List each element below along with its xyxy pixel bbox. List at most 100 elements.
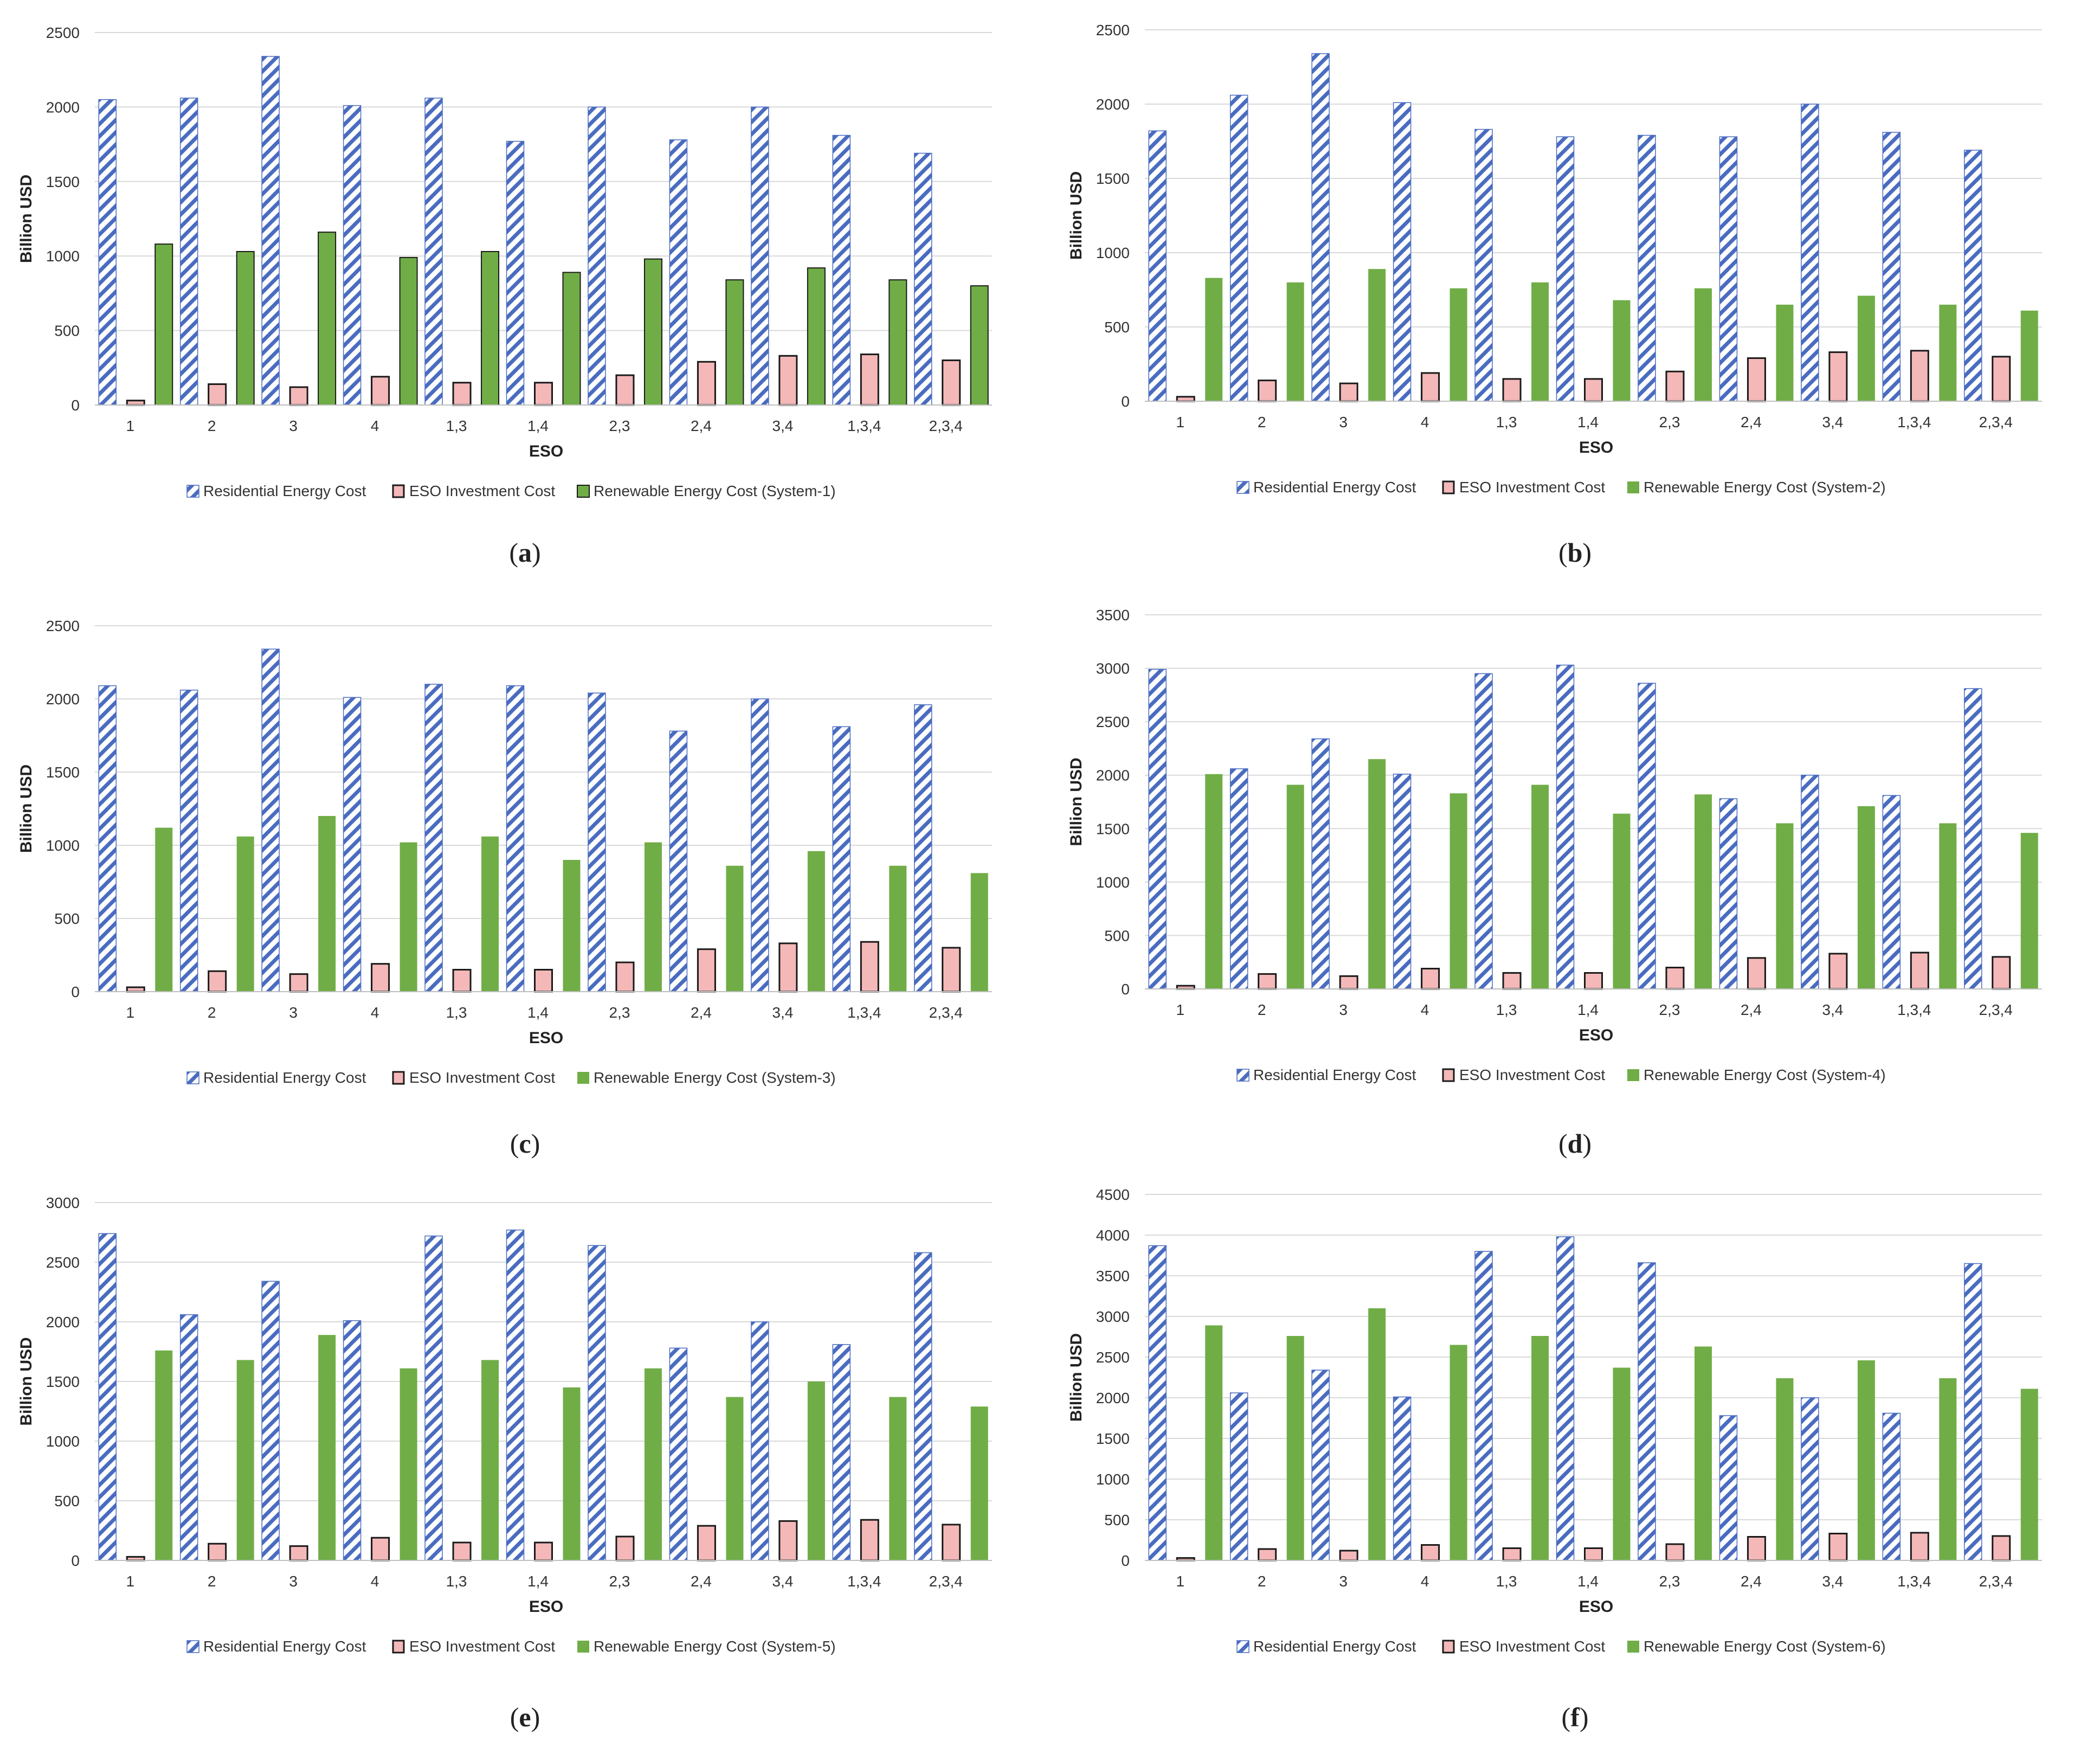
y-tick-label: 1500 <box>1096 820 1130 837</box>
y-tick-label: 2000 <box>46 1314 80 1331</box>
legend-swatch-residential <box>1236 1640 1249 1653</box>
bar-renewable <box>400 842 417 992</box>
bar-residential <box>832 726 851 992</box>
bar-eso <box>126 400 145 406</box>
legend-swatch-residential <box>186 1640 199 1653</box>
chart-panel-b: 0 500 1000 1500 2000 2500 Billion USD 1 2 3 4 1,3 1,… <box>1050 0 2100 582</box>
bar-renewable <box>807 267 826 406</box>
legend: Residential Energy Cost ESO Investment Co… <box>186 483 836 499</box>
y-tick-label: 500 <box>54 1493 80 1509</box>
bar-residential <box>1638 134 1656 402</box>
x-tick-label: 2,4 <box>691 1004 712 1021</box>
bar-renewable <box>318 232 337 406</box>
bar-renewable <box>481 1360 499 1560</box>
x-tick-label: 1,3 <box>1496 414 1517 430</box>
bar-renewable <box>807 851 825 992</box>
bar-residential <box>914 1252 932 1561</box>
bar-residential <box>588 1245 606 1561</box>
legend: Residential Energy Cost ESO Investment Co… <box>1236 1066 1886 1083</box>
chart-d: 0 500 1000 1500 2000 2500 3000 3500 Billion USD 1… <box>1067 607 2042 1083</box>
bar-residential <box>343 697 362 992</box>
bar-eso <box>1339 1550 1358 1561</box>
bar-eso <box>615 1535 635 1561</box>
bar-eso <box>289 973 308 993</box>
x-tick-label: 1 <box>1176 414 1184 430</box>
bar-residential <box>424 98 443 406</box>
bar-eso <box>1421 372 1440 402</box>
bar-residential <box>669 139 688 406</box>
x-tick-label: 1,4 <box>1577 414 1599 430</box>
bar-residential <box>261 56 280 406</box>
bar-renewable <box>399 256 418 406</box>
y-tick-label: 1000 <box>46 1433 80 1450</box>
x-tick-label: 2,4 <box>1741 1001 1762 1018</box>
x-tick-label: 1,3,4 <box>1897 1001 1931 1018</box>
bar-eso <box>208 383 227 406</box>
bar-eso <box>1584 1547 1603 1561</box>
bar-residential <box>1474 1251 1493 1561</box>
bar-renewable <box>726 1397 744 1560</box>
bar-residential <box>1229 1392 1248 1561</box>
bar-renewable <box>1613 1367 1631 1560</box>
legend-label-renewable: Renewable Energy Cost (System-3) <box>594 1069 836 1086</box>
x-tick-label: 3 <box>289 1573 298 1590</box>
legend-label-residential: Residential Energy Cost <box>203 1069 366 1086</box>
bar-eso <box>1747 957 1766 990</box>
bar-eso <box>1665 967 1685 990</box>
x-tick-label: 1,3,4 <box>847 1573 881 1590</box>
bar-renewable <box>1694 288 1712 401</box>
bar-residential <box>1719 136 1738 402</box>
bar-residential <box>1964 150 1982 402</box>
y-tick-label: 500 <box>54 323 80 339</box>
bar-eso <box>1502 972 1522 990</box>
bar-residential <box>1882 795 1901 989</box>
bar-residential <box>1556 664 1575 989</box>
bar-renewable <box>1450 793 1467 989</box>
x-tick-label: 3 <box>1339 1001 1348 1018</box>
y-tick-label: 3000 <box>1096 1308 1130 1325</box>
bar-eso <box>1747 357 1766 402</box>
chart-b: 0 500 1000 1500 2000 2500 Billion USD 1 2 3 4 1,3 1,… <box>1067 22 2042 496</box>
y-tick-label: 2500 <box>46 618 80 634</box>
y-tick-label: 1000 <box>1096 1471 1130 1488</box>
x-tick-label: 4 <box>1421 1573 1429 1590</box>
bar-eso <box>452 382 472 406</box>
bar-residential <box>832 134 851 406</box>
y-tick-label: 3500 <box>1096 1268 1130 1284</box>
bar-renewable <box>400 1368 417 1560</box>
bar-eso <box>1828 351 1848 402</box>
bar-renewable <box>1776 823 1794 989</box>
y-tick-label: 1000 <box>46 837 80 854</box>
bar-residential <box>1311 53 1330 402</box>
x-tick-label: 1,3,4 <box>847 1004 881 1021</box>
x-tick-label: 3,4 <box>1822 1573 1843 1590</box>
y-tick-label: 2500 <box>1096 1349 1130 1366</box>
caption-e: (e) <box>510 1702 540 1732</box>
bar-eso <box>942 359 961 406</box>
bar-renewable <box>1939 823 1957 989</box>
x-tick-label: 2,3 <box>1659 1573 1680 1590</box>
x-tick-label: 3 <box>1339 414 1348 430</box>
chart-panel-c: 0 500 1000 1500 2000 2500 Billion USD 1 2 3 4 1,3 1,… <box>0 582 1050 1165</box>
y-tick-label: 3000 <box>1096 660 1130 677</box>
bar-renewable <box>1939 1378 1957 1560</box>
x-tick-label: 4 <box>1421 1001 1429 1018</box>
bar-residential <box>1638 683 1656 989</box>
chart-c: 0 500 1000 1500 2000 2500 Billion USD 1 2 3 4 1,3 1,… <box>17 618 992 1086</box>
legend-label-renewable: Renewable Energy Cost (System-4) <box>1644 1066 1886 1083</box>
legend-label-eso: ESO Investment Cost <box>1459 1066 1605 1083</box>
bar-residential <box>1311 1370 1330 1561</box>
bar-residential <box>1393 1396 1412 1561</box>
bar-residential <box>1311 738 1330 989</box>
x-tick-label: 1,3 <box>446 417 467 434</box>
bar-renewable <box>236 1360 254 1560</box>
x-tick-label: 2,4 <box>691 417 712 434</box>
bar-renewable <box>889 1397 907 1560</box>
x-tick-label: 3,4 <box>1822 1001 1843 1018</box>
x-tick-label: 1,4 <box>527 417 549 434</box>
x-tick-label: 2 <box>208 1573 216 1590</box>
x-tick-label: 1 <box>126 1004 134 1021</box>
x-tick-label: 2 <box>208 1004 216 1021</box>
bar-eso <box>778 1520 798 1561</box>
bar-residential <box>179 98 198 406</box>
